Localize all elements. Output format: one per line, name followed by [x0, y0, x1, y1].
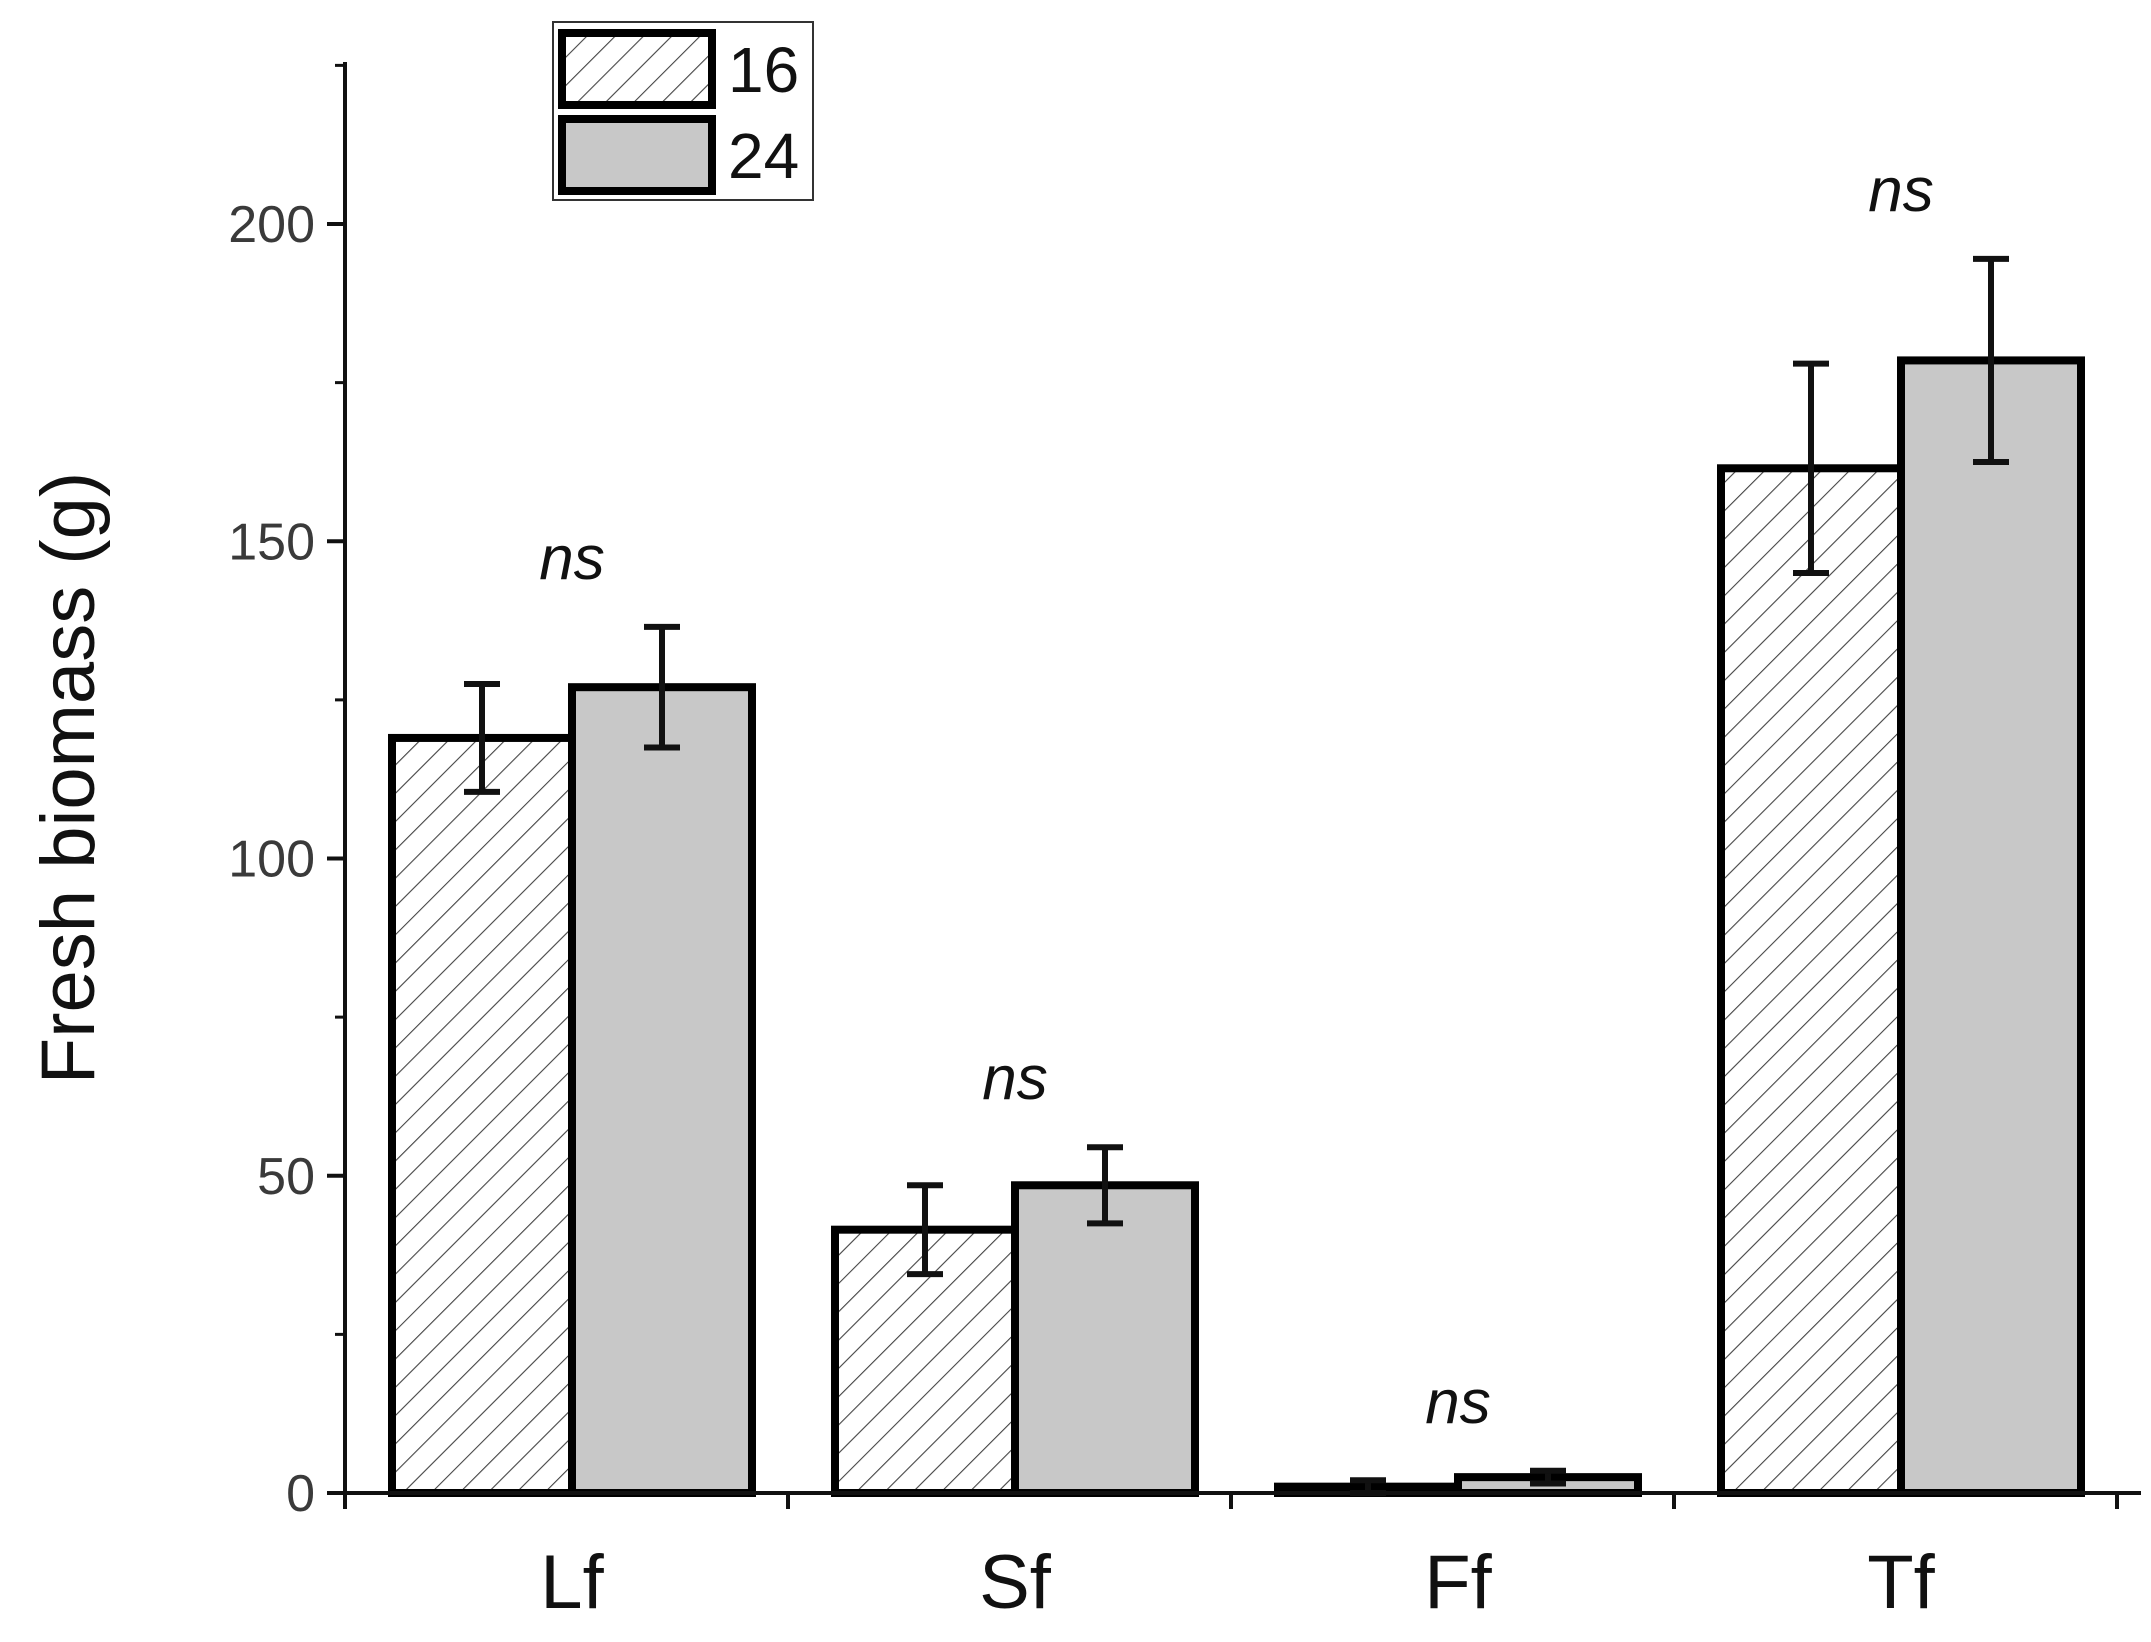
- y-axis-label: Fresh biomass (g): [26, 472, 111, 1084]
- bar-tf-24: [1897, 356, 2085, 1498]
- legend-swatch-16: [558, 29, 716, 109]
- x-tick-label-tf: Tf: [1867, 1540, 1935, 1625]
- legend: 16 24: [552, 21, 814, 201]
- bar-sf-24: [1011, 1181, 1199, 1497]
- x-tick-label-ff: Ff: [1424, 1540, 1492, 1625]
- bar-lf-16: [388, 733, 576, 1497]
- bars-layer: [388, 356, 2085, 1498]
- y-tick-label-0: 0: [286, 1465, 315, 1523]
- annotation-sf: ns: [982, 1044, 1047, 1113]
- bar-tf-16: [1717, 464, 1905, 1498]
- x-ticks: Lf Sf Ff Tf: [343, 1493, 2119, 1625]
- annotations: ns ns ns ns: [539, 156, 1933, 1437]
- annotation-ff: ns: [1425, 1368, 1490, 1437]
- legend-label-16: 16: [728, 34, 799, 106]
- error-bars-layer: [464, 255, 2009, 1496]
- y-tick-label-100: 100: [228, 831, 315, 889]
- y-tick-label-150: 150: [228, 513, 315, 571]
- x-tick-label-sf: Sf: [979, 1540, 1052, 1625]
- legend-label-24: 24: [728, 120, 799, 192]
- annotation-lf: ns: [539, 524, 604, 593]
- legend-swatch-24: [558, 115, 716, 195]
- y-tick-label-50: 50: [257, 1148, 315, 1206]
- x-tick-label-lf: Lf: [540, 1540, 604, 1625]
- bar-lf-24: [568, 683, 756, 1497]
- y-ticks: 0 50 100 150 200: [228, 63, 345, 1523]
- annotation-tf: ns: [1868, 156, 1933, 225]
- y-tick-label-200: 200: [228, 196, 315, 254]
